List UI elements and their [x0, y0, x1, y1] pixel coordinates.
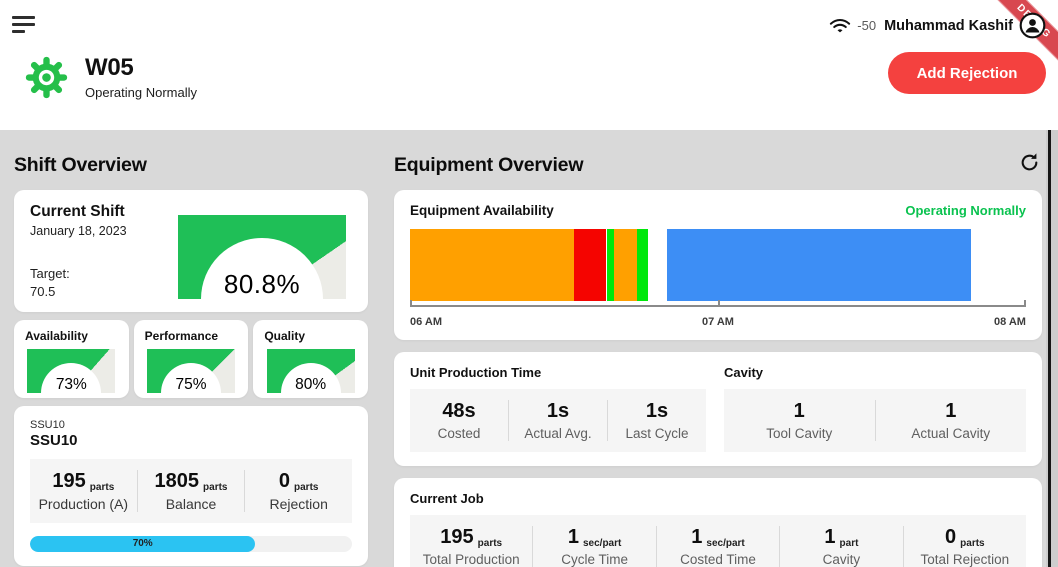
performance-value: 75% — [175, 376, 207, 393]
performance-gauge: 75% — [147, 349, 235, 393]
machine-id: W05 — [85, 54, 134, 81]
menu-icon[interactable] — [12, 16, 38, 36]
machine-status: Operating Normally — [85, 85, 197, 100]
unit-production-card: SSU10 SSU10 195 parts Production (A) 1805… — [14, 406, 368, 566]
stat-cycle-time: 1 sec/part Cycle Time — [532, 526, 655, 567]
wifi-signal-value: -50 — [857, 18, 877, 33]
add-rejection-button[interactable]: Add Rejection — [888, 52, 1046, 94]
stat-production-a: 195 parts Production (A) — [38, 470, 129, 512]
unit-code: SSU10 — [30, 419, 65, 431]
availability-gauge: 73% — [27, 349, 116, 393]
dashboard-content: Shift Overview Current Shift January 18,… — [0, 130, 1058, 567]
availability-value: 73% — [55, 376, 87, 393]
stat-balance: 1805 parts Balance — [136, 470, 245, 512]
quality-label: Quality — [264, 329, 306, 343]
unit-production-time-title: Unit Production Time — [410, 365, 542, 380]
current-shift-date: January 18, 2023 — [30, 224, 127, 238]
top-header: W05 Operating Normally -50 Muhammad Kash… — [0, 0, 1058, 130]
target-label: Target: — [30, 266, 70, 281]
current-shift-card: Current Shift January 18, 2023 Target: 7… — [14, 190, 368, 312]
timeline-segment-green — [637, 229, 648, 301]
current-shift-title: Current Shift — [30, 203, 125, 220]
current-job-title: Current Job — [410, 491, 484, 506]
machine-header: W05 Operating Normally — [24, 54, 197, 100]
equipment-availability-title: Equipment Availability — [410, 203, 554, 218]
topbar-user-area: -50 Muhammad Kashif — [829, 12, 1046, 39]
stat-tool-cavity: 1 Tool Cavity — [766, 400, 833, 441]
equipment-overview-panel: Equipment Overview Equipment Availabilit… — [394, 146, 1042, 567]
availability-card: Availability 73% — [14, 320, 129, 398]
shift-gauge-value: 80.8% — [223, 269, 301, 299]
timeline-segment-blue — [667, 229, 971, 301]
vertical-scrollbar[interactable] — [1046, 130, 1058, 567]
unit-progress-fill: 70% — [30, 536, 256, 552]
shift-gauge: 80.8% — [178, 215, 346, 299]
performance-label: Performance — [144, 329, 219, 343]
timeline-segment-green — [606, 229, 614, 301]
stat-costed: 48s Costed — [437, 400, 481, 441]
scrollbar-thumb[interactable] — [1048, 130, 1051, 567]
timeline-segment-red — [573, 229, 607, 301]
gear-icon — [25, 56, 68, 98]
unit-production-time-section: Unit Production Time 48s Costed 1s Actua… — [410, 365, 706, 452]
timeline-segment-orange — [613, 229, 638, 301]
stat-total-production: 195 parts Total Production — [422, 526, 520, 567]
stat-actual-cavity: 1 Actual Cavity — [874, 400, 1027, 441]
stat-costed-time: 1 sec/part Costed Time — [655, 526, 779, 567]
performance-card: Performance 75% — [133, 320, 249, 398]
quality-card: Quality 80% — [253, 320, 369, 398]
refresh-icon — [1021, 153, 1038, 171]
timeline-segment-orange — [410, 229, 574, 301]
user-avatar-icon[interactable] — [1019, 12, 1046, 39]
availability-timeline-chart — [410, 229, 1026, 301]
current-shift-info: Current Shift January 18, 2023 Target: 7… — [30, 203, 127, 299]
quality-value: 80% — [295, 376, 327, 393]
shift-overview-panel: Shift Overview Current Shift January 18,… — [14, 146, 369, 567]
unit-progress-track: 70% — [30, 536, 352, 552]
stat-actual-avg: 1s Actual Avg. — [508, 400, 607, 441]
oee-gauges-row: Availability 73% Performance 75% Quality… — [14, 320, 369, 398]
timeline-axis-labels: 06 AM 07 AM 08 AM — [410, 316, 1026, 328]
cavity-title: Cavity — [723, 365, 764, 380]
production-cavity-card: Unit Production Time 48s Costed 1s Actua… — [394, 352, 1042, 466]
equipment-availability-card: Equipment Availability Operating Normall… — [394, 190, 1042, 340]
wifi-icon — [830, 18, 851, 32]
stat-job-cavity: 1 part Cavity — [779, 526, 902, 567]
availability-label: Availability — [25, 329, 88, 343]
timeline-axis — [410, 300, 1026, 312]
target-value: 70.5 — [30, 284, 56, 299]
equipment-overview-title: Equipment Overview — [394, 154, 584, 176]
refresh-button[interactable] — [1019, 146, 1042, 176]
quality-gauge: 80% — [266, 349, 355, 393]
unit-name: SSU10 — [30, 432, 78, 449]
user-name: Muhammad Kashif — [884, 17, 1013, 34]
stat-rejection: 0 parts Rejection — [244, 470, 352, 512]
equipment-status-badge: Operating Normally — [905, 203, 1026, 218]
stat-total-rejection: 0 parts Total Rejection — [902, 526, 1026, 567]
shift-overview-title: Shift Overview — [14, 154, 147, 176]
cavity-section: Cavity 1 Tool Cavity 1 Actual Cavity — [723, 365, 1027, 452]
unit-stats-row: 195 parts Production (A) 1805 parts Balanc… — [30, 459, 352, 523]
stat-last-cycle: 1s Last Cycle — [607, 400, 706, 441]
